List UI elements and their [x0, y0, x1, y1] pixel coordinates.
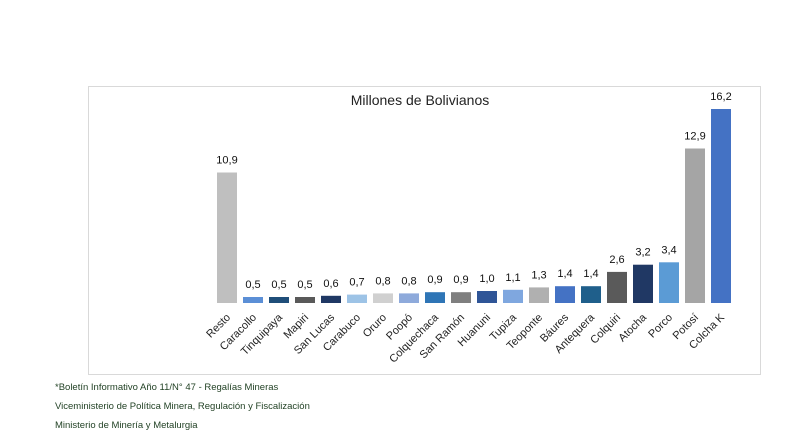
- data-label-12: 1,3: [531, 269, 546, 281]
- bar-0: [217, 172, 237, 303]
- data-label-16: 3,2: [635, 247, 650, 259]
- bar-3: [295, 297, 315, 303]
- bar-17: [659, 262, 679, 303]
- source-note-3: Ministerio de Minería y Metalurgia: [55, 420, 198, 431]
- data-label-10: 1,0: [479, 273, 494, 285]
- data-label-8: 0,9: [427, 274, 442, 286]
- data-label-18: 12,9: [684, 131, 705, 143]
- bar-19: [711, 109, 731, 303]
- data-label-0: 10,9: [216, 155, 237, 167]
- bar-4: [321, 295, 341, 303]
- data-label-1: 0,5: [245, 279, 260, 291]
- data-label-2: 0,5: [271, 279, 286, 291]
- source-note-2: Viceministerio de Política Minera, Regul…: [55, 401, 310, 412]
- bar-1: [243, 297, 263, 303]
- bar-7: [399, 293, 419, 303]
- bar-14: [581, 286, 601, 303]
- data-label-3: 0,5: [297, 279, 312, 291]
- data-label-9: 0,9: [453, 274, 468, 286]
- chart-title: Millones de Bolivianos: [351, 92, 490, 108]
- bar-16: [633, 264, 653, 303]
- bar-5: [347, 294, 367, 303]
- data-label-19: 16,2: [710, 91, 731, 103]
- data-label-15: 2,6: [609, 254, 624, 266]
- data-label-4: 0,6: [323, 278, 338, 290]
- bars-group: [217, 109, 731, 303]
- value-labels-group: 10,9 0,5 0,5 0,5 0,6 0,7 0,8 0,8 0,9 0,9 1,0 1,1 1,3…: [216, 91, 731, 291]
- data-label-6: 0,8: [375, 275, 390, 287]
- data-label-7: 0,8: [401, 275, 416, 287]
- bar-15: [607, 271, 627, 303]
- data-label-11: 1,1: [505, 272, 520, 284]
- bar-18: [685, 148, 705, 303]
- bar-9: [451, 292, 471, 303]
- bar-8: [425, 292, 445, 303]
- bar-10: [477, 291, 497, 303]
- source-note-1: *Boletín Informativo Año 11/N° 47 - Rega…: [55, 382, 279, 393]
- tick-label-17: Porco: [646, 312, 675, 341]
- bar-2: [269, 297, 289, 303]
- data-label-17: 3,4: [661, 244, 676, 256]
- data-label-14: 1,4: [583, 268, 598, 280]
- tick-label-16: Atocha: [616, 311, 649, 344]
- bar-11: [503, 289, 523, 303]
- chart-area: Millones de Bolivianos 10,9 0,5 0,5 0,5 0,6 0…: [88, 86, 761, 375]
- bar-13: [555, 286, 575, 303]
- bar-12: [529, 287, 549, 303]
- bar-6: [373, 293, 393, 303]
- data-label-5: 0,7: [349, 277, 364, 289]
- bar-chart: Millones de Bolivianos 10,9 0,5 0,5 0,5 0,6 0…: [204, 91, 731, 366]
- data-label-13: 1,4: [557, 268, 572, 280]
- source-notes: *Boletín Informativo Año 11/N° 47 - Rega…: [55, 378, 310, 435]
